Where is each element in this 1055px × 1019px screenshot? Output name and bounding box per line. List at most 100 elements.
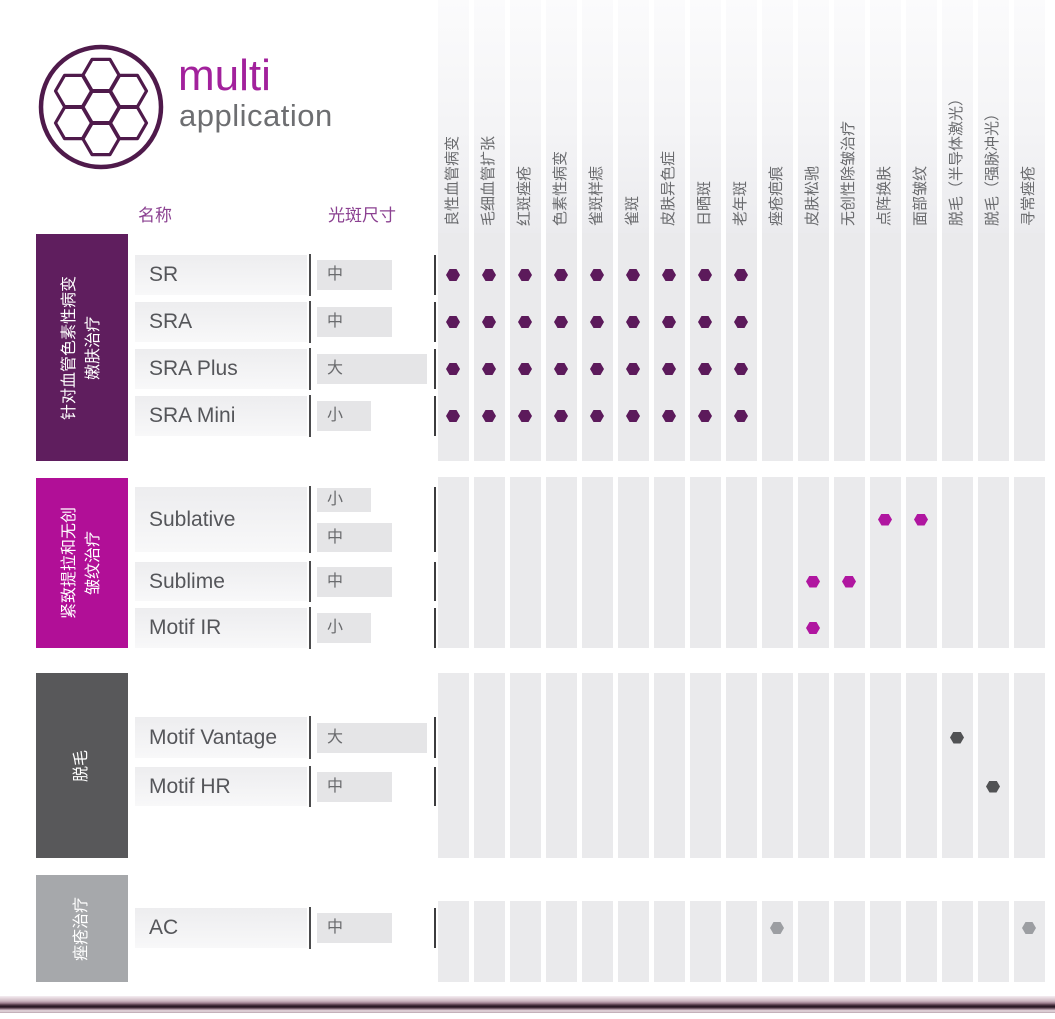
column-header-label: 无创性除皱治疗 — [840, 120, 857, 226]
column-stripe — [941, 233, 973, 461]
column-stripe — [509, 673, 541, 858]
column-header-label: 雀斑 — [624, 195, 641, 226]
column-stripe — [617, 901, 649, 982]
column-stripe — [1013, 477, 1045, 648]
column-header-label: 红斑痤疮 — [516, 165, 533, 226]
column-stripe — [617, 0, 649, 233]
product-name: SRA — [135, 302, 307, 342]
capability-dot — [734, 316, 748, 328]
column-stripe — [1013, 901, 1045, 982]
column-stripe — [617, 233, 649, 461]
column-header: 毛细血管扩张 — [474, 0, 505, 233]
group-label-line: 嫩肤治疗 — [85, 315, 102, 380]
column-header: 面部皱纹 — [906, 0, 937, 233]
column-stripe — [689, 901, 721, 982]
row-start-tick — [434, 717, 436, 758]
column-stripe — [869, 673, 901, 858]
capability-dot — [698, 410, 712, 422]
group-label: 针对血管色素性病变 嫩肤治疗 — [58, 275, 106, 419]
name-spot-divider — [309, 716, 311, 759]
column-stripe — [977, 901, 1009, 982]
spot-size-badge: 中 — [317, 913, 392, 943]
column-header-label: 老年斑 — [732, 180, 749, 226]
column-stripe — [761, 233, 793, 461]
group-label: 痤疮治疗 — [70, 896, 94, 960]
capability-dot — [482, 269, 496, 281]
column-header: 老年斑 — [726, 0, 757, 233]
column-stripe — [617, 673, 649, 858]
product-name: Motif IR — [135, 608, 307, 648]
spot-size-badge: 大 — [317, 722, 427, 753]
capability-dot — [518, 269, 532, 281]
column-stripe — [761, 901, 793, 982]
column-stripe — [437, 901, 469, 982]
group-label-line: 针对血管色素性病变 — [61, 275, 78, 420]
column-header: 皮肤异色症 — [654, 0, 685, 233]
group-label-block: 紧致提拉和无创 皱纹治疗 — [36, 478, 128, 648]
capability-dot — [662, 269, 676, 281]
column-stripe — [509, 901, 541, 982]
column-stripe — [473, 233, 505, 461]
name-column-header: 名称 — [138, 206, 172, 225]
capability-dot — [734, 363, 748, 375]
capability-dot — [482, 316, 496, 328]
capability-dot — [986, 780, 1000, 793]
column-stripe — [581, 673, 613, 858]
column-header-label: 日晒斑 — [696, 180, 713, 226]
column-stripe — [509, 233, 541, 461]
group-label-line: 脱毛 — [73, 749, 90, 782]
name-spot-divider — [309, 395, 311, 437]
column-stripe — [1013, 0, 1045, 233]
capability-dot — [698, 363, 712, 375]
capability-dot — [518, 316, 532, 328]
column-header: 无创性除皱治疗 — [834, 0, 865, 233]
capability-dot — [518, 363, 532, 375]
product-name: Sublime — [135, 562, 307, 601]
capability-dot — [626, 363, 640, 375]
name-spot-divider — [309, 348, 311, 390]
column-stripe — [977, 233, 1009, 461]
row-start-tick — [434, 608, 436, 648]
column-header-label: 脱毛（强脉冲光） — [984, 105, 1001, 226]
column-stripe — [977, 0, 1009, 233]
column-stripe — [581, 901, 613, 982]
capability-dot — [554, 316, 568, 328]
column-stripe — [977, 477, 1009, 648]
group-label-line: 痤疮治疗 — [73, 896, 90, 961]
column-stripe — [725, 477, 757, 648]
spot-size-badge: 中 — [317, 566, 392, 597]
column-stripe — [653, 0, 685, 233]
column-header: 脱毛（半导体激光） — [942, 0, 973, 233]
column-stripe — [1013, 673, 1045, 858]
capability-dot — [662, 316, 676, 328]
capability-dot — [806, 575, 820, 588]
capability-dot — [446, 363, 460, 375]
product-name: SRA Mini — [135, 396, 307, 436]
capability-dot — [518, 410, 532, 422]
column-stripe — [797, 477, 829, 648]
row-start-tick — [434, 396, 436, 436]
column-header-label: 面部皱纹 — [912, 165, 929, 226]
honeycomb-logo-icon — [38, 44, 164, 170]
name-spot-divider — [309, 766, 311, 807]
column-header: 脱毛（强脉冲光） — [978, 0, 1009, 233]
column-stripe — [905, 901, 937, 982]
spot-size-badge: 中 — [317, 307, 392, 337]
column-header-label: 良性血管病变 — [444, 135, 461, 226]
capability-dot — [878, 513, 892, 526]
column-header-label: 脱毛（半导体激光） — [948, 90, 965, 226]
capability-dot — [770, 922, 784, 934]
capability-dot — [446, 316, 460, 328]
capability-dot — [698, 269, 712, 281]
name-spot-divider — [309, 561, 311, 602]
spot-size-badge: 中 — [317, 260, 392, 290]
group-label-line: 皱纹治疗 — [85, 530, 102, 596]
column-header: 日晒斑 — [690, 0, 721, 233]
column-header: 雀斑样痣 — [582, 0, 613, 233]
column-stripe — [545, 0, 577, 233]
column-stripe — [869, 477, 901, 648]
group-label-block: 针对血管色素性病变 嫩肤治疗 — [36, 234, 128, 461]
column-header: 色素性病变 — [546, 0, 577, 233]
spot-size-badge: 小 — [317, 613, 371, 643]
column-stripe — [941, 477, 973, 648]
